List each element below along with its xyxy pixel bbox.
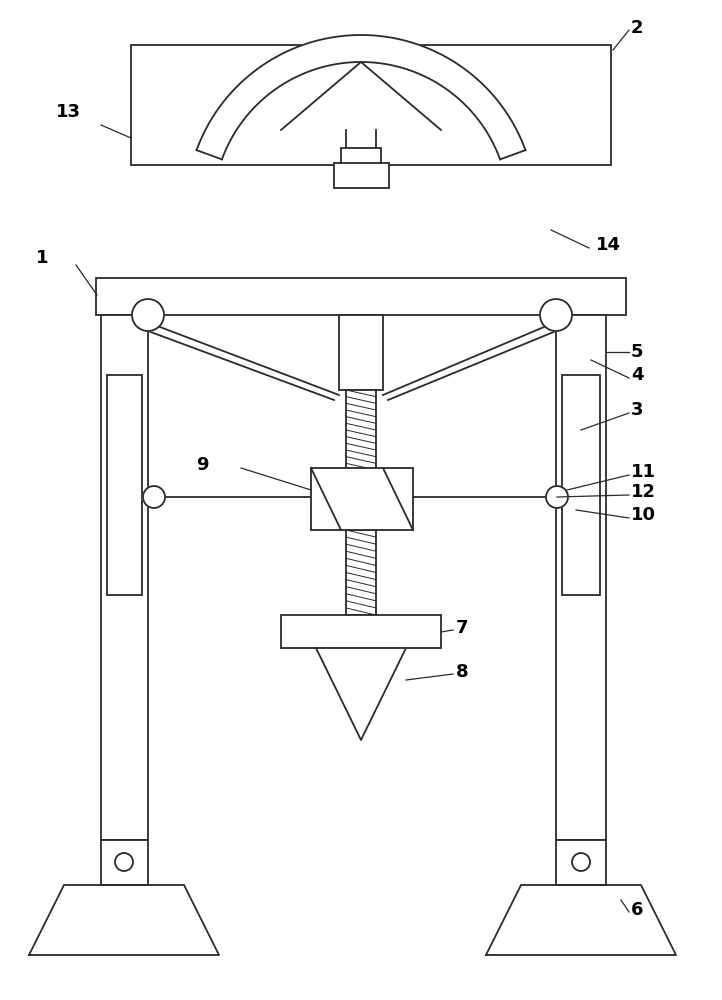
Text: 9: 9	[196, 456, 209, 474]
Text: 11: 11	[631, 463, 656, 481]
Bar	[101, 315, 148, 840]
Circle shape	[572, 853, 590, 871]
Polygon shape	[281, 62, 441, 130]
Bar	[334, 163, 389, 188]
Polygon shape	[486, 885, 676, 955]
Circle shape	[540, 299, 572, 331]
Bar	[96, 278, 626, 315]
Bar	[562, 375, 600, 595]
Circle shape	[132, 299, 164, 331]
Bar	[339, 315, 383, 390]
Circle shape	[143, 486, 165, 508]
Circle shape	[115, 853, 133, 871]
Text: 3: 3	[631, 401, 643, 419]
Bar	[131, 45, 611, 165]
Text: 1: 1	[36, 249, 48, 267]
Polygon shape	[316, 648, 406, 740]
Bar	[311, 468, 413, 530]
Text: 13: 13	[56, 103, 81, 121]
Text: 12: 12	[631, 483, 656, 501]
Text: 8: 8	[456, 663, 469, 681]
Bar	[341, 148, 381, 168]
Circle shape	[546, 486, 568, 508]
Bar	[346, 390, 376, 470]
Text: 10: 10	[631, 506, 656, 524]
Text: 7: 7	[456, 619, 469, 637]
Text: 14: 14	[596, 236, 621, 254]
Text: 2: 2	[631, 19, 643, 37]
Bar	[107, 375, 142, 595]
Text: 4: 4	[631, 366, 643, 384]
Bar	[556, 315, 606, 840]
Bar	[556, 840, 606, 885]
Text: 5: 5	[631, 343, 643, 361]
Bar	[281, 615, 441, 648]
Bar	[101, 840, 148, 885]
Polygon shape	[196, 35, 526, 159]
Bar	[346, 530, 376, 615]
Polygon shape	[29, 885, 219, 955]
Text: 6: 6	[631, 901, 643, 919]
